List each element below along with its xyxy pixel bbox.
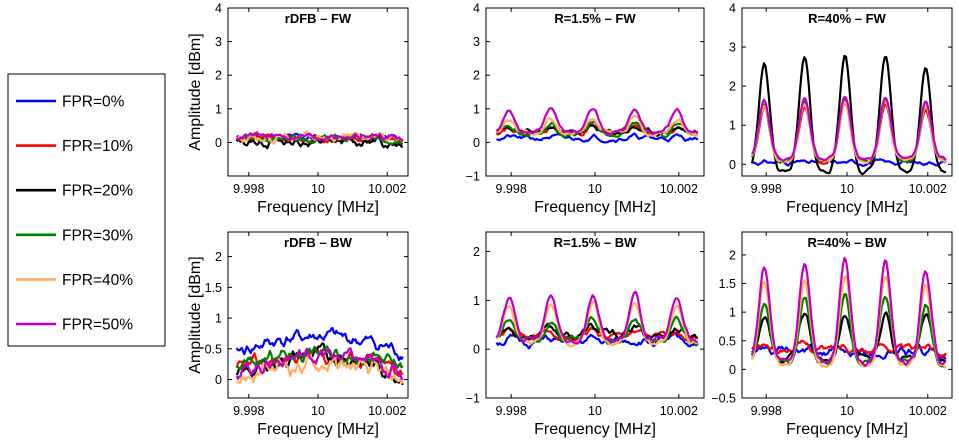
y-tick-label: 2 xyxy=(473,69,480,83)
y-tick-label: 3 xyxy=(215,35,222,49)
y-tick-label: 0.5 xyxy=(719,334,736,348)
x-tick-label: 9.998 xyxy=(496,404,527,418)
x-axis-label: Frequency [MHz] xyxy=(257,421,379,438)
y-tick-label: 0 xyxy=(215,136,222,150)
y-tick-label: 3 xyxy=(729,41,736,55)
panel-title: R=40% – FW xyxy=(808,11,886,26)
y-tick-label: 1 xyxy=(729,306,736,320)
series-group xyxy=(751,256,947,369)
y-tick-label: 4 xyxy=(729,2,736,16)
y-tick-label: 0 xyxy=(215,373,222,387)
series-line xyxy=(235,347,404,381)
panel-title: rDFB – FW xyxy=(285,11,352,26)
x-tick-label: 10 xyxy=(311,404,325,418)
y-tick-label: 1 xyxy=(473,102,480,116)
y-tick-label: 1 xyxy=(473,294,480,308)
panel-title: rDFB – BW xyxy=(284,235,353,250)
y-tick-label: 0 xyxy=(729,158,736,172)
x-axis-label: Frequency [MHz] xyxy=(257,199,379,216)
x-tick-label: 10.002 xyxy=(909,182,947,196)
chart-panel: 9.998 10 10.002 −0.5 0 0.5 1 1.5 2 R=40% – BW Freq… xyxy=(711,231,953,438)
y-tick-label: 0 xyxy=(473,136,480,150)
series-line xyxy=(236,130,404,145)
y-tick-label: 2 xyxy=(215,69,222,83)
y-axis-label: Amplitude [dBm] xyxy=(187,33,204,150)
y-tick-label: 0 xyxy=(729,363,736,377)
y-tick-label: 1 xyxy=(215,312,222,326)
legend-box xyxy=(7,73,166,347)
x-tick-label: 10 xyxy=(840,182,854,196)
y-tick-label: 1.5 xyxy=(205,281,222,295)
legend-label: FPR=30% xyxy=(62,227,133,244)
x-tick-label: 10 xyxy=(840,404,854,418)
x-tick-label: 10.002 xyxy=(660,404,698,418)
series-line xyxy=(236,131,404,142)
x-axis-label: Frequency [MHz] xyxy=(534,421,656,438)
y-tick-label: 3 xyxy=(473,35,480,49)
y-tick-label: 1 xyxy=(215,102,222,116)
series-line xyxy=(751,95,947,162)
y-tick-label: 2 xyxy=(215,250,222,264)
series-group xyxy=(235,326,404,386)
series-group xyxy=(495,106,699,144)
x-tick-label: 10.002 xyxy=(368,182,406,196)
y-tick-label: 2 xyxy=(473,245,480,259)
y-tick-label: −0.5 xyxy=(711,392,736,406)
series-line xyxy=(496,132,699,144)
legend-label: FPR=40% xyxy=(62,272,133,289)
x-tick-label: 10 xyxy=(311,182,325,196)
x-axis-label: Frequency [MHz] xyxy=(534,199,656,216)
series-line xyxy=(495,106,698,136)
y-axis-label: Amplitude [dBm] xyxy=(187,256,204,373)
series-line xyxy=(235,326,404,362)
x-tick-label: 9.998 xyxy=(233,404,264,418)
series-group xyxy=(495,290,699,350)
panel-title: R=1.5% – FW xyxy=(554,11,636,26)
series-group xyxy=(235,130,404,150)
x-tick-label: 9.998 xyxy=(496,182,527,196)
x-tick-label: 9.998 xyxy=(751,182,782,196)
x-tick-label: 10.002 xyxy=(909,404,947,418)
x-axis-label: Frequency [MHz] xyxy=(786,199,908,216)
chart-panel: 9.998 10 10.002 −1 0 1 2 R=1.5% – BW Frequency [… xyxy=(466,231,705,438)
series-group xyxy=(751,54,947,176)
legend: FPR=0% FPR=10% FPR=20% FPR=30% FPR=40% FPR=50… xyxy=(7,73,166,347)
series-line xyxy=(751,256,947,367)
series-line xyxy=(495,326,698,343)
y-tick-label: 1 xyxy=(729,119,736,133)
series-line xyxy=(751,54,947,176)
legend-label: FPR=10% xyxy=(62,138,133,155)
chart-panel: 9.998 10 10.002 0 0.5 1 1.5 2 rDFB – BW Frequency… xyxy=(187,231,409,438)
legend-label: FPR=20% xyxy=(62,183,133,200)
x-tick-label: 10 xyxy=(588,182,602,196)
y-tick-label: 2 xyxy=(729,248,736,262)
series-line xyxy=(495,290,698,345)
chart-panel: 9.998 10 10.002 0 1 2 3 4 R=40% – FW Frequency [M… xyxy=(729,2,953,216)
series-line xyxy=(751,339,947,358)
panel-title: R=40% – BW xyxy=(807,235,887,250)
chart-panel: 9.998 10 10.002 0 1 2 3 4 rDFB – FW Frequency [MH… xyxy=(187,2,409,216)
chart-panel: 9.998 10 10.002 −1 0 1 2 3 4 R=1.5% – FW Frequency… xyxy=(466,2,705,216)
y-tick-label: 4 xyxy=(473,2,480,16)
y-tick-label: −1 xyxy=(466,392,480,406)
plot-frame xyxy=(485,7,705,177)
plot-frame xyxy=(227,7,409,177)
x-tick-label: 9.998 xyxy=(233,182,264,196)
legend-label: FPR=0% xyxy=(62,94,125,111)
y-tick-label: 0.5 xyxy=(205,342,222,356)
x-tick-label: 10.002 xyxy=(368,404,406,418)
panel-title: R=1.5% – BW xyxy=(554,235,637,250)
y-tick-label: 4 xyxy=(215,2,222,16)
x-tick-label: 10 xyxy=(588,404,602,418)
y-tick-label: 1.5 xyxy=(719,277,736,291)
legend-label: FPR=50% xyxy=(62,317,133,334)
x-axis-label: Frequency [MHz] xyxy=(786,421,908,438)
y-tick-label: 0 xyxy=(473,343,480,357)
y-tick-label: 2 xyxy=(729,80,736,94)
x-tick-label: 9.998 xyxy=(751,404,782,418)
x-tick-label: 10.002 xyxy=(660,182,698,196)
y-tick-label: −1 xyxy=(466,170,480,184)
